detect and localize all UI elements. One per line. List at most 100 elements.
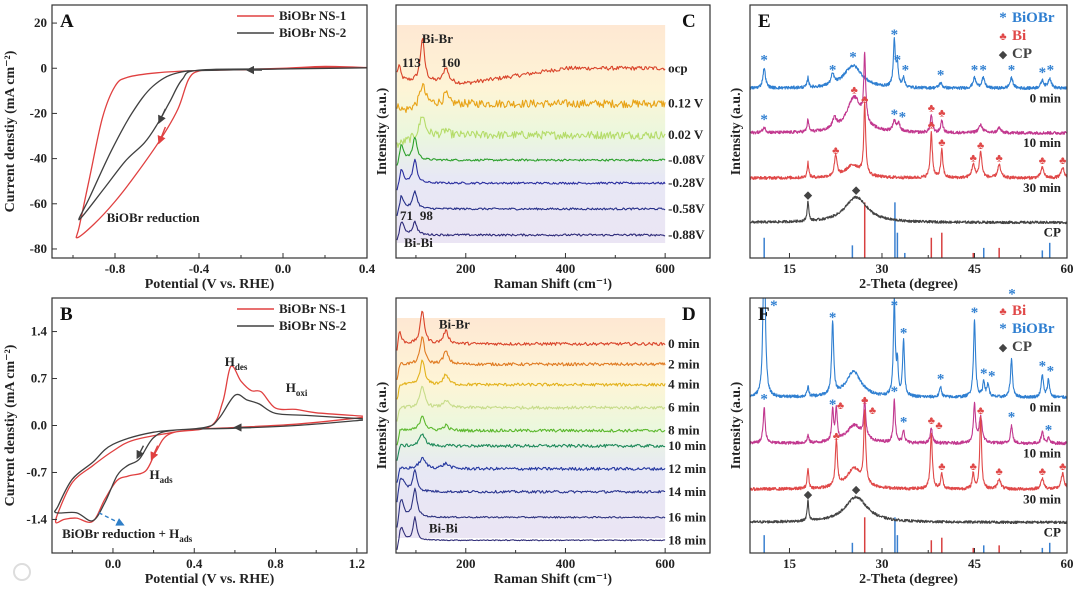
x-axis-title: Raman Shift (cm⁻¹) <box>494 277 612 292</box>
y-tick-label: -80 <box>30 241 47 256</box>
plot-area <box>750 37 1067 258</box>
axes-frame <box>395 297 711 554</box>
y-tick-label: 0.0 <box>31 418 47 433</box>
y-tick-label: 0 <box>41 60 48 75</box>
annotation-text: Bi-Bi <box>429 521 458 536</box>
legend-label: BiOBr NS-2 <box>279 318 346 333</box>
direction-arrow <box>98 512 125 526</box>
phase-marker-biobr: * <box>894 52 902 68</box>
series-label: 0 min <box>1030 399 1062 414</box>
x-tick-label: 0.8 <box>267 556 284 571</box>
series-label: 4 min <box>668 377 700 392</box>
phase-marker-biobr: * <box>988 369 996 385</box>
annotation-subscript: des <box>235 362 248 372</box>
series-label: 10 min <box>1023 445 1062 460</box>
phase-marker-bi: ♣ <box>970 152 977 164</box>
x-tick-label: 45 <box>968 556 982 571</box>
series-line <box>396 385 666 422</box>
phase-marker-cp: ◆ <box>852 184 861 196</box>
y-axis-title: Current denstiy (mA cm⁻²) <box>3 344 18 506</box>
phase-marker-biobr: * <box>980 366 988 382</box>
plot-area <box>396 310 666 550</box>
legend-label: BiOBr NS-1 <box>279 301 346 316</box>
phase-marker-biobr: * <box>937 371 945 387</box>
phase-marker-biobr: * <box>1047 62 1055 78</box>
series-line <box>396 158 666 191</box>
phase-marker-bi: ♣ <box>938 461 945 473</box>
x-tick-label: 200 <box>456 556 476 571</box>
x-tick-label: 0.0 <box>105 556 121 571</box>
series-label: 6 min <box>668 400 700 415</box>
y-axis-title: Intensity (a.u.) <box>729 381 744 469</box>
phase-marker-bi: ♣ <box>861 94 868 106</box>
phase-marker-bi: ♣ <box>1039 155 1046 167</box>
series-line <box>750 195 1067 225</box>
x-tick-label: 30 <box>875 556 888 571</box>
phase-marker-biobr: * <box>760 392 768 408</box>
plot-area <box>750 298 1067 553</box>
phase-marker-biobr: * <box>849 50 857 66</box>
direction-arrow <box>136 445 145 460</box>
annotation-subscript: oxi <box>296 388 308 398</box>
series-line <box>750 409 1067 492</box>
phase-marker-bi: ♣ <box>938 107 945 119</box>
series-line <box>396 433 666 461</box>
series-line <box>396 82 666 114</box>
legend-label: BiOBr NS-1 <box>279 8 346 23</box>
x-axis-title: Potential (V vs. RHE) <box>145 572 275 587</box>
series-line <box>396 336 666 380</box>
annotation: Bi-Br <box>422 31 453 46</box>
phase-marker-bi: ♣ <box>837 400 844 412</box>
legend-label: BiOBr <box>1012 321 1055 337</box>
series-label: CP <box>1044 225 1061 240</box>
legend-label: Bi <box>1012 303 1026 319</box>
phase-marker-biobr: * <box>899 109 907 125</box>
series-label: 0 min <box>668 336 700 351</box>
x-tick-label: 60 <box>1061 556 1074 571</box>
x-tick-label: 15 <box>783 556 797 571</box>
series-line <box>396 136 666 166</box>
annotation: BiOBr reduction + Hads <box>62 526 193 544</box>
series-line <box>396 487 666 528</box>
y-tick-label: -60 <box>30 196 47 211</box>
series-line <box>396 469 666 503</box>
series-label: 8 min <box>668 423 700 438</box>
x-tick-label: 400 <box>556 556 576 571</box>
phase-marker-biobr: * <box>1047 364 1055 380</box>
phase-marker-biobr: * <box>979 62 987 78</box>
panel-label: B <box>60 304 73 325</box>
phase-marker-cp: ◆ <box>852 484 861 496</box>
x-tick-label: -0.8 <box>105 261 126 276</box>
panel-f: ******* *** *0 min* * ♣ ♣** ♣ **10 min♣♣♣♣ ♣♣♣ ♣ ♣… <box>729 287 1074 588</box>
annotation: Bi-Bi <box>429 521 458 536</box>
plot-area <box>54 365 364 524</box>
annotation: Hads <box>150 467 174 485</box>
phase-marker-bi: ♣ <box>928 415 935 427</box>
x-axis-title: Raman Shift (cm⁻¹) <box>494 572 612 587</box>
phase-marker-biobr: * <box>1039 359 1047 375</box>
phase-marker-biobr: * <box>829 310 837 326</box>
series-line <box>78 67 367 221</box>
legend-marker-bi: ♣ <box>999 31 1006 43</box>
series-line <box>396 310 666 351</box>
phase-marker-bi: ♣ <box>970 461 977 473</box>
x-tick-label: 1.2 <box>349 556 365 571</box>
phase-marker-bi: ♣ <box>938 137 945 149</box>
x-tick-label: 0.4 <box>359 261 376 276</box>
y-axis-title: Intensity (a.u.) <box>375 87 390 175</box>
series-line <box>750 51 1067 135</box>
series-line <box>54 365 364 524</box>
series-label: 16 min <box>668 509 707 524</box>
phase-marker-biobr: * <box>829 62 837 78</box>
series-line <box>396 116 666 148</box>
series-label: 30 min <box>1023 180 1062 195</box>
y-tick-label: -0.7 <box>26 464 47 479</box>
phase-marker-biobr: * <box>1045 422 1053 438</box>
phase-marker-cp: ◆ <box>804 189 813 201</box>
x-tick-label: 45 <box>968 261 982 276</box>
axes-frame <box>395 4 711 259</box>
series-label: ocp <box>668 60 688 75</box>
axes-frame <box>51 4 368 259</box>
